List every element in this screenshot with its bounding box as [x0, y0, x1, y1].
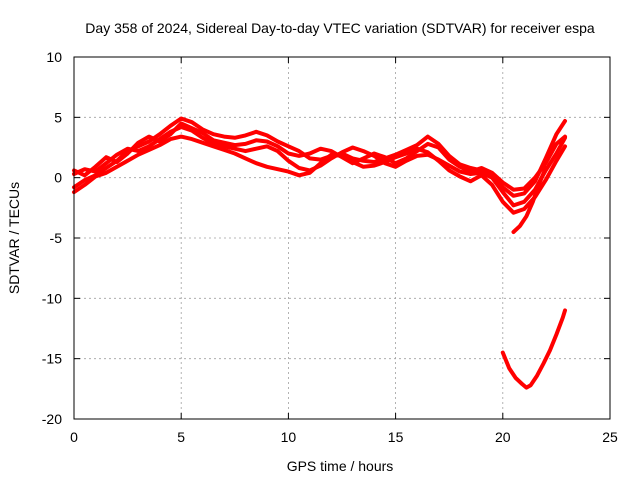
series-line-track-4 — [72, 121, 567, 192]
x-axis-label: GPS time / hours — [287, 458, 394, 474]
x-tick-label: 0 — [70, 429, 78, 445]
y-tick-label: -15 — [42, 351, 62, 367]
series-line-track-1 — [72, 116, 567, 198]
series-line-track-5 — [511, 166, 548, 234]
grid — [74, 57, 610, 419]
y-tick-label: -20 — [42, 411, 62, 427]
x-tick-label: 25 — [602, 429, 618, 445]
x-tick-label: 20 — [495, 429, 511, 445]
y-tick-label: -10 — [42, 290, 62, 306]
x-tick-label: 10 — [281, 429, 297, 445]
y-tick-label: 5 — [54, 109, 62, 125]
y-tick-label: -5 — [50, 230, 63, 246]
x-tick-label: 5 — [177, 429, 185, 445]
axes — [73, 56, 611, 420]
y-tick-label: 0 — [54, 170, 62, 186]
series-line-track-3 — [72, 134, 567, 215]
x-tick-label: 15 — [388, 429, 404, 445]
chart-title: Day 358 of 2024, Sidereal Day-to-day VTE… — [85, 20, 595, 36]
tick-labels: 0 5 10 15 20 25 -20 -15 -10 -5 0 5 10 — [42, 49, 618, 445]
series-group — [72, 116, 567, 390]
y-axis-label: SDTVAR / TECUs — [6, 182, 22, 294]
series-line-track-6 — [500, 308, 567, 390]
y-tick-label: 10 — [46, 49, 62, 65]
